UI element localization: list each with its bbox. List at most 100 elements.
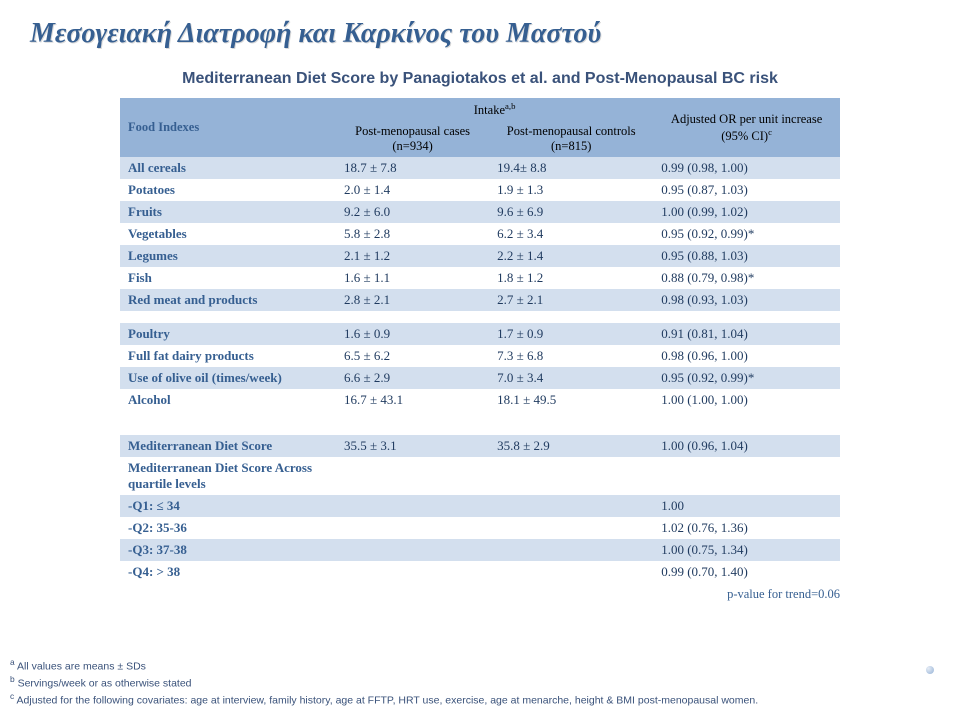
row-label: -Q3: 37-38 xyxy=(120,539,336,561)
table-row: Fish1.6 ± 1.11.8 ± 1.20.88 (0.79, 0.98)* xyxy=(120,267,840,289)
row-label: Red meat and products xyxy=(120,289,336,311)
adjusted-sup: c xyxy=(768,127,772,137)
cell-cases: 5.8 ± 2.8 xyxy=(336,223,489,245)
row-label: Full fat dairy products xyxy=(120,345,336,367)
cell-controls: 6.2 ± 3.4 xyxy=(489,223,653,245)
cell-cases: 2.0 ± 1.4 xyxy=(336,179,489,201)
cell-controls: 9.6 ± 6.9 xyxy=(489,201,653,223)
table-row: -Q3: 37-38 1.00 (0.75, 1.34) xyxy=(120,539,840,561)
row-label: Vegetables xyxy=(120,223,336,245)
cell-or: 0.88 (0.79, 0.98)* xyxy=(653,267,840,289)
cell-controls xyxy=(489,539,653,561)
cell-controls: 18.1 ± 49.5 xyxy=(489,389,653,411)
cell-or: 0.99 (0.70, 1.40) xyxy=(653,561,840,583)
footnotes: a All values are means ± SDs b Servings/… xyxy=(10,657,758,708)
col-food-indexes: Food Indexes xyxy=(120,98,336,157)
row-label: All cereals xyxy=(120,157,336,179)
table-row: Mediterranean Diet Score Across quartile… xyxy=(120,457,840,495)
table-row: Red meat and products2.8 ± 2.12.7 ± 2.10… xyxy=(120,289,840,311)
cell-controls: 2.2 ± 1.4 xyxy=(489,245,653,267)
data-table: Food Indexes Intakea,b Adjusted OR per u… xyxy=(120,98,840,583)
cell-or: 1.00 (0.75, 1.34) xyxy=(653,539,840,561)
cell-cases xyxy=(336,457,489,495)
cell-cases: 16.7 ± 43.1 xyxy=(336,389,489,411)
row-label: Alcohol xyxy=(120,389,336,411)
table-row: Vegetables5.8 ± 2.86.2 ± 3.40.95 (0.92, … xyxy=(120,223,840,245)
cell-controls: 7.3 ± 6.8 xyxy=(489,345,653,367)
page-title: Μεσογειακή Διατροφή και Καρκίνος του Μασ… xyxy=(30,18,930,50)
table-row: All cereals18.7 ± 7.819.4± 8.80.99 (0.98… xyxy=(120,157,840,179)
table-row: Mediterranean Diet Score35.5 ± 3.135.8 ±… xyxy=(120,435,840,457)
cell-controls: 2.7 ± 2.1 xyxy=(489,289,653,311)
cell-or xyxy=(653,457,840,495)
cell-cases: 1.6 ± 0.9 xyxy=(336,323,489,345)
row-label: Mediterranean Diet Score xyxy=(120,435,336,457)
p-value: p-value for trend=0.06 xyxy=(120,583,840,602)
table-row: Use of olive oil (times/week)6.6 ± 2.97.… xyxy=(120,367,840,389)
cell-or: 1.00 (0.96, 1.04) xyxy=(653,435,840,457)
table-row: Fruits9.2 ± 6.09.6 ± 6.91.00 (0.99, 1.02… xyxy=(120,201,840,223)
row-label: Potatoes xyxy=(120,179,336,201)
cell-or: 0.95 (0.87, 1.03) xyxy=(653,179,840,201)
row-label: Poultry xyxy=(120,323,336,345)
row-label: -Q1: ≤ 34 xyxy=(120,495,336,517)
cell-cases: 2.8 ± 2.1 xyxy=(336,289,489,311)
cell-cases xyxy=(336,495,489,517)
row-label: Mediterranean Diet Score Across quartile… xyxy=(120,457,336,495)
col-adjusted: Adjusted OR per unit increase (95% CI)c xyxy=(653,98,840,157)
cell-or: 0.95 (0.92, 0.99)* xyxy=(653,223,840,245)
table-row: Potatoes2.0 ± 1.41.9 ± 1.30.95 (0.87, 1.… xyxy=(120,179,840,201)
cell-or: 0.99 (0.98, 1.00) xyxy=(653,157,840,179)
table-row: -Q4: > 38 0.99 (0.70, 1.40) xyxy=(120,561,840,583)
cell-controls: 7.0 ± 3.4 xyxy=(489,367,653,389)
table-row: -Q1: ≤ 341.00 xyxy=(120,495,840,517)
cell-controls xyxy=(489,495,653,517)
col-intake: Intakea,b xyxy=(336,98,653,121)
cell-controls xyxy=(489,517,653,539)
decorative-bullet xyxy=(926,666,934,674)
subtitle: Mediterranean Diet Score by Panagiotakos… xyxy=(30,70,930,88)
table-row: -Q2: 35-36 1.02 (0.76, 1.36) xyxy=(120,517,840,539)
intake-label: Intake xyxy=(474,103,505,117)
cell-controls: 35.8 ± 2.9 xyxy=(489,435,653,457)
cell-cases: 18.7 ± 7.8 xyxy=(336,157,489,179)
row-label: Use of olive oil (times/week) xyxy=(120,367,336,389)
row-label: Fish xyxy=(120,267,336,289)
row-label: Fruits xyxy=(120,201,336,223)
row-label: Legumes xyxy=(120,245,336,267)
col-controls: Post-menopausal controls (n=815) xyxy=(489,121,653,157)
cell-cases xyxy=(336,561,489,583)
cell-or: 0.91 (0.81, 1.04) xyxy=(653,323,840,345)
cell-controls: 1.9 ± 1.3 xyxy=(489,179,653,201)
table-row: Legumes2.1 ± 1.22.2 ± 1.40.95 (0.88, 1.0… xyxy=(120,245,840,267)
adjusted-label: Adjusted OR per unit increase (95% CI) xyxy=(671,112,822,143)
cell-controls xyxy=(489,457,653,495)
cell-controls: 1.7 ± 0.9 xyxy=(489,323,653,345)
footnote-c: Adjusted for the following covariates: a… xyxy=(17,694,759,706)
cell-cases: 6.6 ± 2.9 xyxy=(336,367,489,389)
cell-or: 1.02 (0.76, 1.36) xyxy=(653,517,840,539)
cell-cases xyxy=(336,539,489,561)
cell-or: 0.98 (0.93, 1.03) xyxy=(653,289,840,311)
table-row: Alcohol16.7 ± 43.118.1 ± 49.51.00 (1.00,… xyxy=(120,389,840,411)
row-label: -Q4: > 38 xyxy=(120,561,336,583)
footnote-b: Servings/week or as otherwise stated xyxy=(18,677,192,689)
header-row-1: Food Indexes Intakea,b Adjusted OR per u… xyxy=(120,98,840,121)
cell-cases: 35.5 ± 3.1 xyxy=(336,435,489,457)
cell-controls xyxy=(489,561,653,583)
table-row: Full fat dairy products6.5 ± 6.27.3 ± 6.… xyxy=(120,345,840,367)
cell-controls: 19.4± 8.8 xyxy=(489,157,653,179)
cell-cases xyxy=(336,517,489,539)
intake-sup: a,b xyxy=(505,101,515,111)
cell-controls: 1.8 ± 1.2 xyxy=(489,267,653,289)
cell-or: 0.95 (0.88, 1.03) xyxy=(653,245,840,267)
cell-or: 1.00 (0.99, 1.02) xyxy=(653,201,840,223)
cell-or: 0.95 (0.92, 0.99)* xyxy=(653,367,840,389)
cell-or: 1.00 (1.00, 1.00) xyxy=(653,389,840,411)
cell-or: 0.98 (0.96, 1.00) xyxy=(653,345,840,367)
table-row: Poultry1.6 ± 0.91.7 ± 0.90.91 (0.81, 1.0… xyxy=(120,323,840,345)
cell-cases: 9.2 ± 6.0 xyxy=(336,201,489,223)
cell-cases: 2.1 ± 1.2 xyxy=(336,245,489,267)
row-label: -Q2: 35-36 xyxy=(120,517,336,539)
col-cases: Post-menopausal cases (n=934) xyxy=(336,121,489,157)
